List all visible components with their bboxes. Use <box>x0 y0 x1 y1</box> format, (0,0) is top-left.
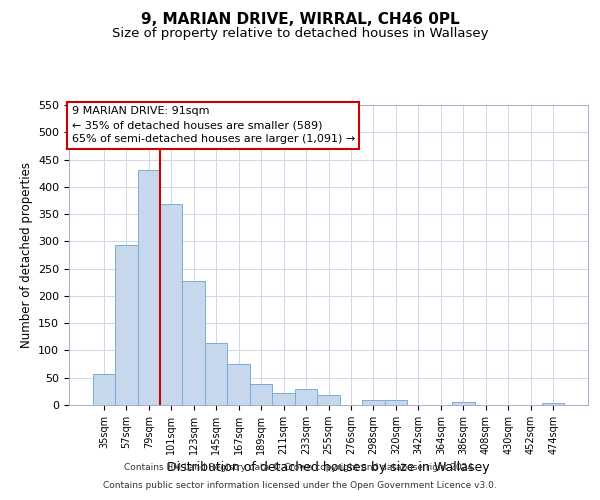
Bar <box>115 245 137 405</box>
Text: 9, MARIAN DRIVE, WIRRAL, CH46 0PL: 9, MARIAN DRIVE, WIRRAL, CH46 0PL <box>140 12 460 28</box>
Y-axis label: Number of detached properties: Number of detached properties <box>20 162 32 348</box>
Bar <box>182 281 205 405</box>
Text: Contains public sector information licensed under the Open Government Licence v3: Contains public sector information licen… <box>103 481 497 490</box>
Bar <box>542 403 565 405</box>
Bar <box>362 400 385 405</box>
Bar <box>385 400 407 405</box>
Bar <box>92 374 115 405</box>
Bar <box>295 389 317 405</box>
Bar <box>452 402 475 405</box>
Bar <box>160 204 182 405</box>
Text: Contains HM Land Registry data © Crown copyright and database right 2024.: Contains HM Land Registry data © Crown c… <box>124 464 476 472</box>
Text: 9 MARIAN DRIVE: 91sqm
← 35% of detached houses are smaller (589)
65% of semi-det: 9 MARIAN DRIVE: 91sqm ← 35% of detached … <box>71 106 355 144</box>
Bar <box>272 393 295 405</box>
Bar <box>250 384 272 405</box>
Bar <box>137 170 160 405</box>
X-axis label: Distribution of detached houses by size in Wallasey: Distribution of detached houses by size … <box>167 461 490 474</box>
Bar <box>227 364 250 405</box>
Bar <box>317 395 340 405</box>
Text: Size of property relative to detached houses in Wallasey: Size of property relative to detached ho… <box>112 28 488 40</box>
Bar <box>205 343 227 405</box>
